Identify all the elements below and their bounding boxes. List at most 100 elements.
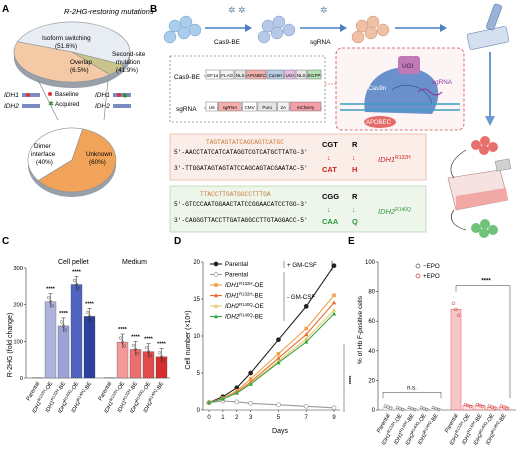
cell-cluster-3 — [351, 15, 390, 44]
c-dot — [148, 354, 153, 358]
x-tick-label: IDH1R132H-BE — [392, 412, 416, 446]
label-isoform-l2: (51.6%) — [55, 43, 77, 50]
connector-left — [37, 79, 59, 121]
e-dot — [400, 407, 405, 412]
e-bar — [462, 405, 474, 411]
d-legend-base: IDH2 — [225, 314, 240, 321]
d-point — [332, 293, 336, 298]
x-tick-label-sup: R140Q — [147, 388, 158, 401]
apobec-shape — [364, 116, 396, 128]
idh2-mut-gene: IDH2 — [378, 207, 396, 216]
d-point — [248, 400, 254, 406]
x-tick-label-suffix: -OE — [486, 413, 496, 425]
c-dot — [131, 343, 136, 347]
x-tick-label: IDH1R132H-OE — [30, 380, 55, 415]
panel-e-letter: E — [348, 236, 355, 247]
x-tick-label-sup: R132H — [386, 421, 397, 434]
d-legend-base: IDH1 — [225, 282, 239, 289]
idh2-aa-arrow: ↓ — [352, 207, 356, 214]
x-tick-label-sup: R140Q — [409, 421, 420, 434]
d-legend-suffix: -BE — [253, 293, 263, 300]
construct-part — [234, 69, 246, 80]
construct-part-label: Cas9n — [269, 73, 283, 78]
x-tick-label-suffix: -BE — [406, 413, 416, 424]
label-unknown: Unknown (60%) — [86, 151, 113, 166]
label-dimer: Dimer interface (40%) — [31, 143, 56, 166]
idh1-acquired-star: ✱ — [122, 92, 128, 100]
c-significance: **** — [59, 311, 69, 317]
d-y-tick-label: 5 — [197, 371, 201, 377]
flask-icon — [447, 158, 512, 211]
e-sig-bracket — [455, 285, 511, 399]
x-tick-label-sup: R132H — [121, 388, 132, 401]
e-dot — [504, 406, 509, 410]
panel-a: A R-2HG-restoring mutations Isoform swit… — [2, 4, 154, 197]
x-tick-label-suffix: -BE — [155, 381, 165, 392]
d-legend-marker — [213, 303, 219, 308]
virus-icon-2: ✲ — [238, 5, 246, 15]
x-tick-label: IDH2R140Q-BE — [415, 412, 439, 446]
e-y-tick-label: 0 — [372, 408, 376, 414]
d-x-tick-label: 7 — [305, 415, 309, 421]
construct-part-label: 2A — [281, 105, 288, 110]
d-point — [248, 377, 253, 381]
c-y-tick-label: 0 — [20, 376, 23, 382]
e-dot — [436, 407, 441, 412]
d-legend-marker — [213, 314, 219, 319]
arrow-down-head — [485, 116, 495, 126]
virus-icon-3: ✲ — [320, 5, 328, 15]
d-point — [304, 332, 309, 337]
pie-slice — [27, 127, 84, 181]
c-y-tick-label: 100 — [13, 339, 23, 345]
d-x-tick-label: 0 — [207, 415, 211, 421]
idh1-aa-mut: H — [352, 165, 357, 174]
d-point — [248, 381, 253, 386]
c-dot — [89, 318, 94, 322]
construct-part-label: UGI — [286, 73, 295, 78]
connector-right — [103, 79, 109, 121]
c-bar — [44, 301, 57, 379]
e-y-tick-label: 100 — [365, 260, 376, 266]
d-series-line — [208, 400, 335, 409]
d-point — [276, 360, 281, 365]
x-tick-label-base: IDH2 — [71, 399, 83, 414]
x-tick-label-sup: R140Q — [490, 420, 501, 433]
d-legend-marker — [213, 293, 219, 298]
d-y-tick-label: 0 — [197, 408, 201, 414]
e-legend-marker-minus — [415, 263, 421, 269]
d-legend-base: IDH1 — [225, 293, 239, 300]
panel-b-letter: B — [150, 4, 157, 15]
x-tick-label-sup: R132H — [36, 389, 47, 402]
d-ylabel: Cell number (×10⁶) — [185, 310, 192, 369]
c-dot — [59, 320, 64, 324]
d-legend-marker — [214, 283, 218, 287]
x-tick-label-sup: R140Q — [134, 389, 145, 402]
d-x-tick-label: 5 — [277, 415, 281, 421]
x-tick-label-suffix: -BE — [498, 413, 508, 424]
idh2-mutation-label: IDH2R140Q — [378, 207, 411, 216]
chart-c: 0100200300Parental****IDH1R132H-OE****ID… — [13, 266, 170, 415]
x-tick-label-base: IDH1 — [45, 400, 57, 414]
d-point — [206, 400, 212, 405]
c-bar — [57, 325, 70, 379]
x-tick-label-sup: R140Q — [75, 388, 86, 401]
idh2-aa-mut: Q — [352, 217, 358, 226]
label-overlap-l1: Overlap — [70, 59, 93, 66]
e-dot — [388, 406, 393, 410]
d-y-tick-label: 10 — [193, 334, 200, 340]
label-apobec: APOBEC — [366, 120, 392, 126]
x-tick-label-suffix: -OE — [418, 413, 428, 425]
construct-part — [284, 69, 296, 80]
d-series-line — [208, 313, 335, 404]
d-legend-sup: R140Q — [239, 313, 253, 318]
x-tick-label-base: IDH2 — [129, 400, 141, 415]
e-dot — [480, 404, 485, 409]
x-tick-label-sup: R132H — [49, 388, 60, 401]
d-y-tick-label: 15 — [193, 297, 200, 303]
construct-part-label: Puro — [262, 105, 272, 110]
arrow-3-head — [440, 24, 447, 32]
x-tick-label-suffix: -OE — [462, 413, 472, 425]
d-point — [304, 339, 309, 344]
label-second-site: Second-site mutation (41.9%) — [112, 51, 146, 74]
